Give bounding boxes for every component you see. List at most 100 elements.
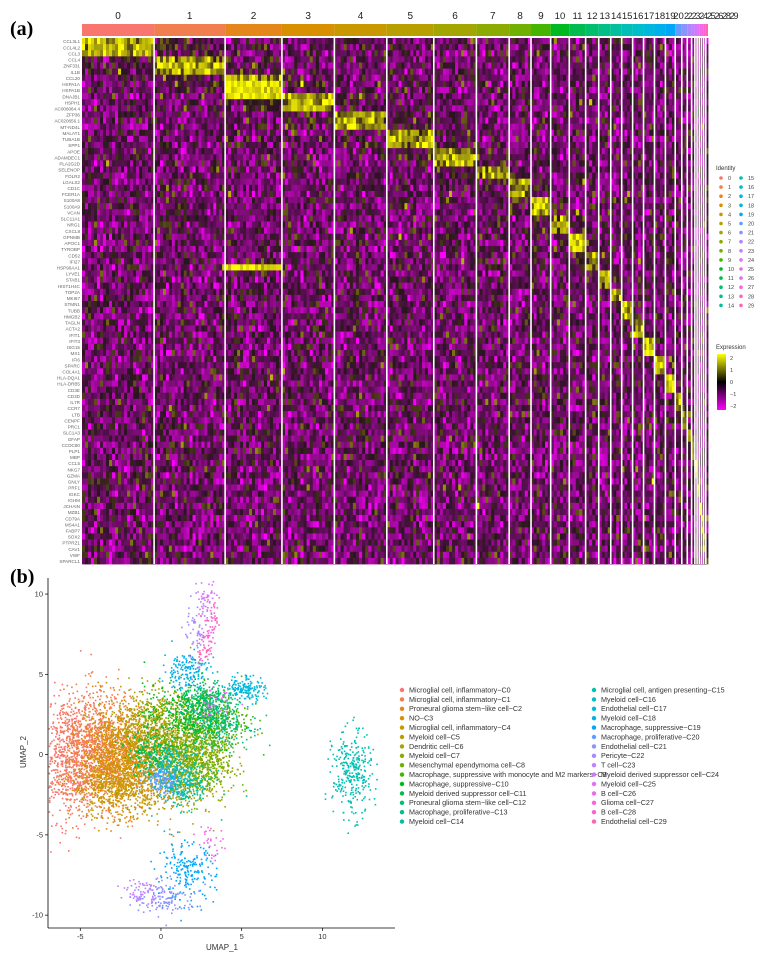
umap-legend-swatch — [591, 772, 597, 777]
gene-label: ZNF331 — [63, 64, 80, 69]
gene-label: GNLY — [68, 480, 80, 485]
umap-legend-swatch — [591, 791, 597, 796]
gene-label: TYROBP — [61, 247, 80, 252]
gene-label: MX1 — [71, 351, 81, 356]
identity-legend-label: 29 — [748, 303, 754, 309]
umap-x-tick: 5 — [240, 932, 244, 941]
cluster-label-10: 10 — [555, 11, 566, 22]
gene-label: STMN1 — [64, 302, 80, 307]
umap-legend-swatch — [591, 810, 597, 815]
gene-label: IGHM — [68, 498, 80, 503]
umap-x-tick: 10 — [318, 932, 326, 941]
cluster-label-18: 18 — [655, 11, 666, 22]
gene-label: HSPA1A — [62, 82, 81, 87]
cluster-label-12: 12 — [587, 11, 598, 22]
gene-label: CD3E — [68, 388, 80, 393]
identity-legend-label: 12 — [728, 285, 734, 291]
cluster-label-13: 13 — [599, 11, 610, 22]
umap-legend-swatch — [591, 716, 597, 721]
gene-label: CD3D — [67, 394, 80, 399]
umap-legend-swatch — [399, 772, 405, 777]
umap-cluster-points-C27 — [201, 619, 216, 652]
cluster-header-17 — [643, 24, 655, 36]
gene-label: FOLR2 — [65, 174, 80, 179]
identity-legend-label: 23 — [748, 249, 754, 255]
gene-label: SLC1A3 — [63, 431, 81, 436]
cluster-header-21 — [681, 24, 688, 36]
gene-label: IFI27 — [70, 259, 81, 264]
gene-label: APOE — [67, 149, 80, 154]
gene-label: SLC11A1 — [61, 217, 81, 222]
gene-label: ACTA2 — [66, 327, 81, 332]
gene-label: SPARC — [65, 363, 81, 368]
umap-legend-label: Myeloid cell−C7 — [409, 751, 460, 760]
umap-legend-label: Macrophage, proliferative−C13 — [409, 808, 507, 817]
umap-legend-label: B cell−C26 — [601, 789, 636, 798]
umap-legend-label: Microglial cell, inflammatory−C1 — [409, 695, 511, 704]
umap-legend-swatch — [591, 763, 597, 768]
cluster-header-24 — [694, 24, 698, 36]
cluster-label-20: 20 — [673, 11, 684, 22]
expression-tick: −1 — [730, 392, 736, 398]
identity-legend-label: 8 — [728, 249, 731, 255]
gene-label: CD79A — [65, 516, 81, 521]
umap-legend-swatch — [591, 734, 597, 740]
umap-y-tick: -10 — [32, 911, 43, 920]
umap-legend-swatch — [399, 734, 405, 740]
panel-b-label: (b) — [10, 566, 34, 589]
umap-legend-label: Myeloid derived suppressor cell−C11 — [409, 789, 527, 798]
umap-legend-swatch — [399, 716, 405, 721]
umap-legend-label: Myeloid derived suppressor cell−C24 — [601, 770, 719, 779]
gene-label: HSPH1 — [65, 100, 81, 105]
umap-legend-label: Microglial cell, inflammatory−C0 — [409, 685, 511, 694]
gene-label: IFI6 — [72, 357, 80, 362]
gene-label: IGKC — [69, 492, 81, 497]
gene-label: LYVE1 — [66, 272, 80, 277]
umap-cluster-points-C20 — [136, 756, 182, 802]
cluster-label-4: 4 — [358, 11, 364, 22]
gene-label: PTPRZ1 — [62, 541, 80, 546]
identity-legend-label: 19 — [748, 212, 754, 218]
umap-cluster-points-C10 — [138, 661, 248, 758]
cluster-header-23 — [691, 24, 695, 36]
identity-legend-swatch — [739, 203, 743, 208]
umap-legend-swatch — [591, 753, 597, 758]
identity-legend-swatch — [719, 185, 723, 189]
gene-label: MT-ND4L — [60, 125, 80, 130]
identity-legend-label: 20 — [748, 222, 754, 228]
cluster-label-2: 2 — [251, 11, 257, 22]
umap-legend-label: Endothelial cell−C17 — [601, 704, 667, 713]
umap-legend-label: Macrophage, suppressive−C10 — [409, 779, 509, 788]
gene-label: HSPA1B — [62, 88, 80, 93]
cluster-header-1 — [154, 24, 226, 36]
gene-label: CXCL8 — [65, 229, 80, 234]
identity-legend-label: 9 — [728, 258, 731, 264]
gene-label: TUBA1B — [62, 137, 80, 142]
gene-label: IL7R — [70, 400, 80, 405]
gene-label: IL1B — [71, 70, 80, 75]
gene-label: VCAN — [67, 210, 80, 215]
cluster-label-8: 8 — [517, 11, 523, 22]
identity-legend-swatch — [719, 212, 723, 217]
umap-cluster-points-C23 — [117, 877, 166, 909]
umap-cluster-points-C15 — [324, 716, 378, 834]
gene-label: GPNMB — [63, 235, 80, 240]
cluster-header-2 — [225, 24, 282, 36]
gene-label: CCL4L2 — [63, 45, 80, 50]
umap-legend-swatch — [591, 800, 597, 805]
identity-legend-label: 17 — [748, 194, 754, 200]
cluster-header-13 — [598, 24, 611, 36]
gene-label: HLA-DQA1 — [57, 376, 80, 381]
umap-cluster-points-C29 — [197, 642, 213, 668]
gene-label: PLA2G2D — [59, 162, 80, 167]
umap-cluster-points-C17 — [221, 672, 269, 708]
umap-cluster-points-C26 — [193, 826, 226, 862]
identity-legend-label: 18 — [748, 203, 754, 209]
cluster-label-0: 0 — [115, 11, 121, 22]
identity-legend-swatch — [719, 258, 723, 262]
gene-label: HLA-DRB5 — [57, 382, 80, 387]
gene-label: S100A8 — [64, 198, 81, 203]
gene-label: HSP90AA1 — [57, 266, 81, 271]
cluster-header-25 — [697, 24, 700, 36]
